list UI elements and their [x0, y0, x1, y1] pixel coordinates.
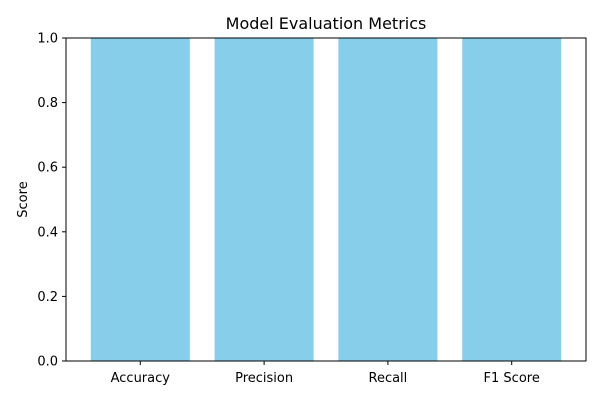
y-tick-label: 0.0 — [37, 355, 58, 370]
bar-precision — [214, 38, 314, 361]
y-tick-label: 0.8 — [37, 96, 58, 111]
y-tick-label: 0.2 — [37, 290, 58, 305]
plot-area-frame — [65, 37, 587, 362]
bars-layer — [90, 38, 562, 361]
bar-accuracy — [90, 38, 190, 361]
x-tick-label-precision: Precision — [235, 371, 293, 386]
y-tick-label: 1.0 — [37, 32, 58, 47]
x-axis-ticks: Accuracy Precision Recall F1 Score — [111, 361, 540, 386]
y-tick-label: 0.4 — [37, 225, 58, 240]
y-tick-label: 0.6 — [37, 161, 58, 176]
chart-title: Model Evaluation Metrics — [226, 14, 427, 33]
bar-recall — [338, 38, 438, 361]
x-tick-label-accuracy: Accuracy — [111, 371, 171, 386]
bar-f1-score — [462, 38, 562, 361]
x-tick-label-recall: Recall — [369, 371, 408, 386]
y-axis-label: Score — [16, 181, 31, 217]
y-axis-ticks: 0.0 0.2 0.4 0.6 0.8 1.0 — [37, 32, 66, 370]
x-tick-label-f1-score: F1 Score — [484, 371, 540, 386]
